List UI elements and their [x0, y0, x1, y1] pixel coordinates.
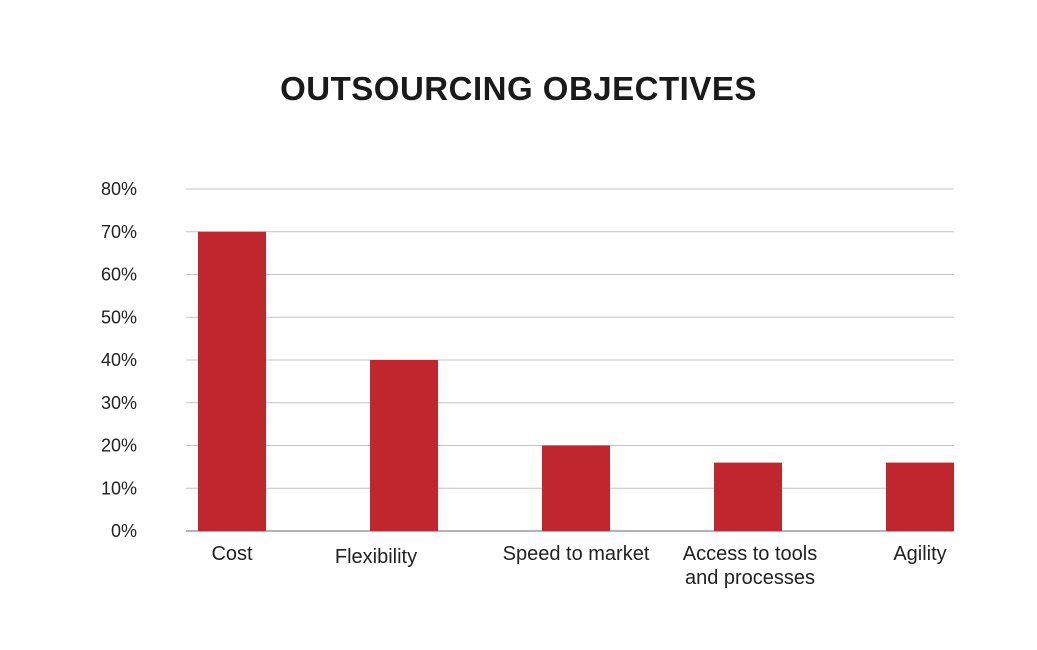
x-category-label: Agility: [893, 543, 946, 565]
chart-title: OUTSOURCING OBJECTIVES: [280, 70, 757, 107]
x-category-label: Speed to market: [503, 543, 650, 565]
y-tick-label: 70%: [101, 222, 137, 242]
y-tick-label: 80%: [101, 179, 137, 199]
y-axis-ticks: 0% 10% 20% 30% 40% 50% 60% 70% 80%: [101, 179, 137, 541]
bar: [886, 462, 954, 531]
y-tick-label: 50%: [101, 307, 137, 327]
x-category-label: Cost: [211, 543, 253, 565]
x-axis-labels: Cost Flexibility Speed to market Access to …: [211, 543, 946, 589]
bar: [370, 360, 438, 531]
y-tick-label: 20%: [101, 436, 137, 456]
bar: [542, 445, 610, 531]
x-category-label: Access to tools and processes: [683, 543, 818, 589]
y-tick-label: 0%: [111, 521, 137, 541]
y-tick-label: 10%: [101, 478, 137, 498]
bars: [198, 231, 954, 531]
bar: [714, 462, 782, 531]
y-tick-label: 60%: [101, 265, 137, 285]
x-category-label: Flexibility: [335, 546, 417, 568]
y-tick-label: 30%: [101, 393, 137, 413]
y-tick-label: 40%: [101, 350, 137, 370]
bar: [198, 231, 266, 531]
